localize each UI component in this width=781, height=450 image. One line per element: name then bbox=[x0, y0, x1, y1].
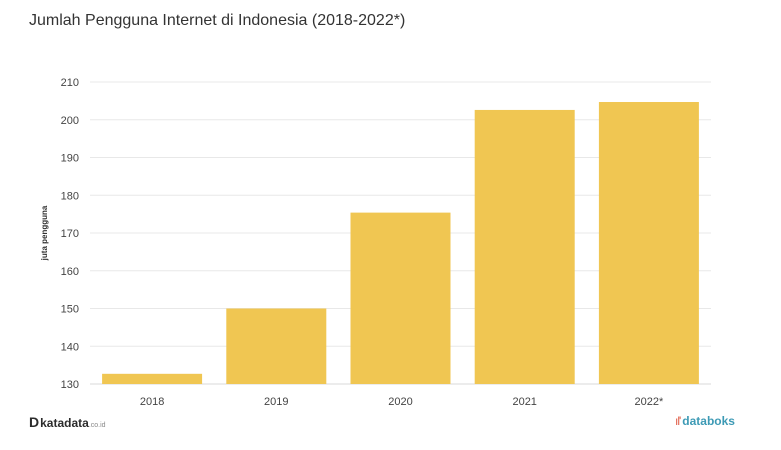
x-tick-label: 2018 bbox=[140, 396, 164, 408]
bar-2022p bbox=[598, 102, 699, 384]
y-tick-label: 200 bbox=[61, 115, 79, 127]
y-tick-label: 190 bbox=[61, 153, 79, 165]
databoks-name: databoks bbox=[682, 414, 735, 428]
x-tick-label: 2019 bbox=[264, 396, 288, 408]
y-tick-label: 160 bbox=[61, 266, 79, 278]
bar-2018 bbox=[102, 373, 203, 384]
databoks-bars-icon: ıl' bbox=[675, 414, 681, 428]
bar-2020 bbox=[350, 212, 451, 384]
y-tick-label: 210 bbox=[61, 77, 79, 89]
bar-2021 bbox=[474, 109, 575, 384]
katadata-name: katadata bbox=[40, 416, 89, 430]
katadata-logo: D katadata .co.id bbox=[29, 414, 106, 430]
databoks-logo: ıl' databoks bbox=[675, 414, 735, 428]
x-tick-label: 2021 bbox=[512, 396, 536, 408]
y-axis-label: juta pengguna bbox=[40, 205, 49, 261]
bar-chart: 130 140 150 160 170 180 190 200 210 2018 2019 2020 2… bbox=[40, 77, 711, 408]
katadata-mark-icon: D bbox=[29, 414, 40, 430]
x-tick-label: 2022* bbox=[635, 396, 664, 408]
x-tick-label: 2020 bbox=[388, 396, 412, 408]
y-tick-label: 170 bbox=[61, 228, 79, 240]
bars bbox=[102, 102, 699, 384]
y-tick-label: 150 bbox=[61, 304, 79, 316]
y-tick-label: 180 bbox=[61, 190, 79, 202]
chart-title: Jumlah Pengguna Internet di Indonesia (2… bbox=[29, 12, 406, 29]
axes: 130 140 150 160 170 180 190 200 210 2018 2019 2020 2… bbox=[61, 77, 664, 408]
y-tick-label: 140 bbox=[61, 341, 79, 353]
y-tick-label: 130 bbox=[61, 379, 79, 391]
bar-2019 bbox=[226, 308, 327, 384]
katadata-domain: .co.id bbox=[88, 422, 106, 429]
